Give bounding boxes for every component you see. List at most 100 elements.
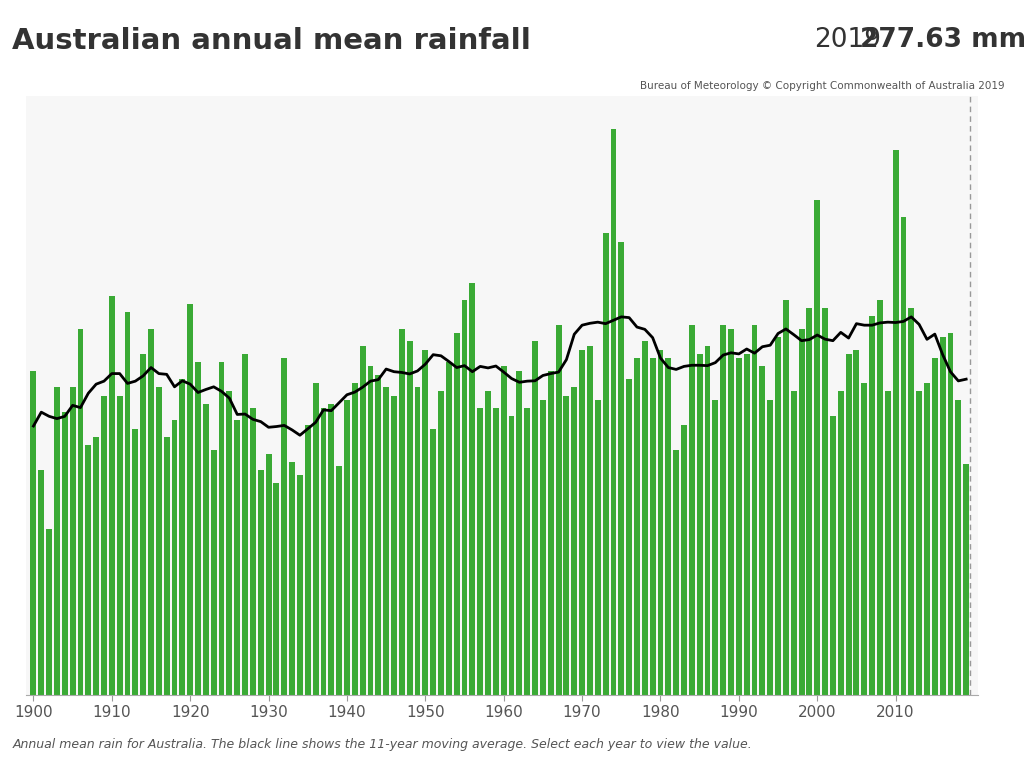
Bar [908,308,914,695]
Bar [469,283,475,695]
Bar [924,383,930,695]
Bar [109,296,115,695]
Bar [846,354,852,695]
Bar [752,325,758,695]
Bar [736,358,741,695]
Bar [932,358,938,695]
Bar [226,392,232,695]
Bar [85,445,91,695]
Bar [799,329,805,695]
Bar [101,396,106,695]
Bar [947,333,953,695]
Bar [218,362,224,695]
Bar [532,342,538,695]
Text: 277.63 mm: 277.63 mm [860,27,1024,53]
Bar [775,337,781,695]
Bar [352,383,357,695]
Bar [689,325,694,695]
Bar [423,349,428,695]
Bar [78,329,83,695]
Bar [642,342,648,695]
Bar [250,408,256,695]
Bar [61,412,68,695]
Bar [610,129,616,695]
Bar [493,408,499,695]
Bar [728,329,734,695]
Bar [31,371,37,695]
Bar [485,392,490,695]
Bar [501,366,507,695]
Bar [814,200,820,695]
Bar [140,354,146,695]
Bar [885,392,891,695]
Bar [454,333,460,695]
Bar [556,325,561,695]
Bar [54,387,59,695]
Bar [595,399,601,695]
Bar [649,358,655,695]
Bar [657,349,664,695]
Bar [548,371,554,695]
Bar [696,354,702,695]
Bar [783,300,788,695]
Bar [297,475,303,695]
Bar [415,387,421,695]
Bar [312,383,318,695]
Bar [940,337,945,695]
Bar [760,366,765,695]
Bar [148,329,154,695]
Bar [807,308,812,695]
Bar [462,300,468,695]
Bar [132,429,138,695]
Bar [265,454,271,695]
Bar [666,358,672,695]
Bar [203,404,209,695]
Text: 2019: 2019 [814,27,881,53]
Bar [509,416,514,695]
Bar [916,392,922,695]
Bar [830,416,836,695]
Bar [571,387,578,695]
Bar [234,421,241,695]
Text: Annual mean rain for Australia. The black line shows the 11-year moving average.: Annual mean rain for Australia. The blac… [12,738,752,751]
Bar [877,300,883,695]
Bar [893,150,899,695]
Bar [329,404,334,695]
Bar [368,366,374,695]
Text: Australian annual mean rainfall: Australian annual mean rainfall [12,27,531,55]
Bar [587,346,593,695]
Bar [964,464,969,695]
Bar [336,466,342,695]
Bar [861,383,867,695]
Bar [172,421,177,695]
Bar [407,342,413,695]
Bar [516,371,522,695]
Bar [822,308,828,695]
Bar [391,396,397,695]
Bar [838,392,844,695]
Bar [70,387,76,695]
Bar [399,329,404,695]
Bar [93,437,99,695]
Bar [46,528,52,695]
Text: Bureau of Meteorology © Copyright Commonwealth of Australia 2019: Bureau of Meteorology © Copyright Common… [640,81,1005,91]
Bar [430,429,436,695]
Bar [282,358,287,695]
Bar [438,392,444,695]
Bar [305,425,310,695]
Bar [477,408,483,695]
Bar [242,354,248,695]
Bar [634,358,640,695]
Bar [359,346,366,695]
Bar [540,399,546,695]
Bar [720,325,726,695]
Bar [258,470,263,695]
Bar [853,349,859,695]
Bar [211,449,217,695]
Bar [289,462,295,695]
Bar [321,408,327,695]
Bar [673,449,679,695]
Bar [743,354,750,695]
Bar [767,399,773,695]
Bar [869,316,876,695]
